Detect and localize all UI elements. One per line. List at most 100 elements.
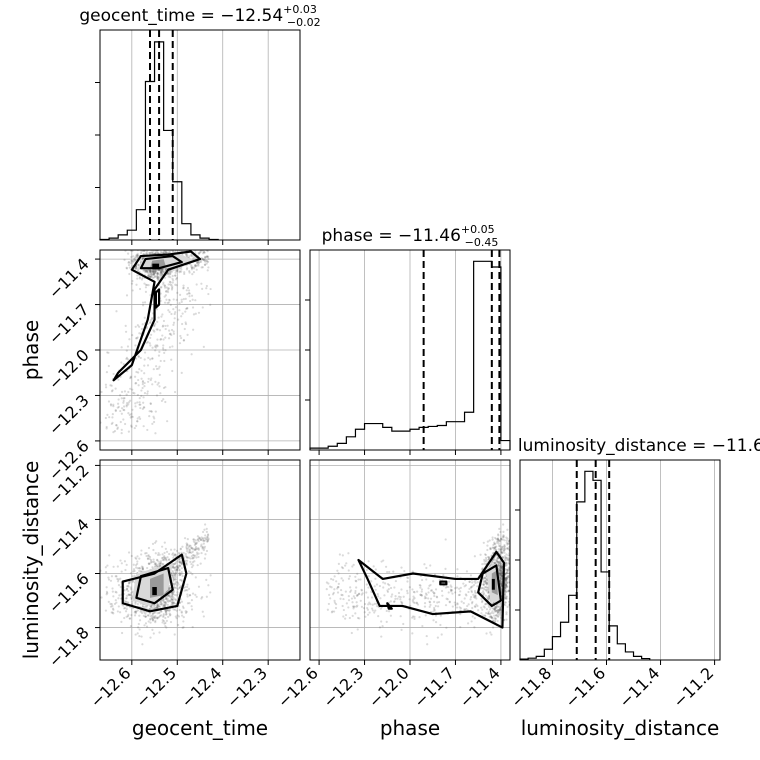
sample-point <box>162 338 165 341</box>
sample-point <box>129 399 132 402</box>
sample-point <box>181 247 183 249</box>
sample-point <box>176 580 179 584</box>
sample-point <box>146 390 149 393</box>
sample-point <box>152 270 155 273</box>
sample-point <box>172 279 175 282</box>
sample-point <box>206 256 209 259</box>
sample-point <box>161 245 163 247</box>
sample-point <box>111 421 114 424</box>
sample-point <box>195 283 198 286</box>
sample-point <box>178 573 181 577</box>
sample-point <box>348 616 351 620</box>
sample-point <box>182 339 186 342</box>
sample-point <box>193 543 197 547</box>
sample-point <box>109 579 113 582</box>
sample-point <box>504 584 507 587</box>
contour-outer <box>112 250 202 382</box>
sample-point <box>163 622 166 625</box>
sample-point <box>156 320 159 324</box>
sample-point <box>201 287 204 291</box>
sample-point <box>504 585 507 588</box>
sample-point <box>148 342 151 345</box>
sample-point <box>116 406 119 409</box>
sample-point <box>172 576 175 579</box>
sample-point <box>457 593 461 597</box>
sample-point <box>178 564 181 567</box>
sample-point <box>496 538 500 542</box>
sample-point <box>152 415 155 418</box>
y-axis-label-phase: phase <box>19 320 43 380</box>
sample-point <box>380 620 383 623</box>
sample-point <box>140 635 143 638</box>
sample-point <box>135 254 138 257</box>
sample-point <box>148 270 152 273</box>
sample-point <box>136 254 139 257</box>
sample-point <box>166 603 169 606</box>
sample-point <box>454 591 457 594</box>
sample-point <box>487 612 490 615</box>
sample-point <box>174 575 177 579</box>
sample-point <box>415 601 418 604</box>
sample-point <box>504 591 507 594</box>
sample-point <box>370 607 374 610</box>
sample-point <box>119 420 122 424</box>
sample-point <box>195 541 199 544</box>
sample-point <box>190 546 193 549</box>
sample-point <box>151 251 154 255</box>
sample-point <box>126 252 130 255</box>
sample-point <box>95 594 97 596</box>
sample-point <box>148 562 151 565</box>
sample-point <box>199 538 203 542</box>
sample-point <box>180 611 183 614</box>
sample-point <box>434 588 438 591</box>
sample-point <box>120 432 123 435</box>
sample-point <box>129 262 132 265</box>
sample-point <box>514 578 516 580</box>
sample-point <box>174 553 177 556</box>
sample-point <box>165 550 169 553</box>
sample-point <box>161 619 164 622</box>
sample-point <box>148 321 152 325</box>
sample-point <box>186 585 189 589</box>
sample-point <box>149 344 152 347</box>
sample-point <box>162 604 165 607</box>
sample-point <box>484 611 488 615</box>
sample-point <box>151 607 154 610</box>
sample-point <box>135 610 138 613</box>
sample-point <box>171 569 174 573</box>
sample-point <box>168 332 171 336</box>
sample-point <box>93 600 95 602</box>
sample-point <box>168 250 171 254</box>
sample-point <box>415 602 418 605</box>
sample-point <box>340 577 343 580</box>
sample-point <box>172 321 176 324</box>
sample-point <box>392 600 396 603</box>
sample-point <box>209 591 212 594</box>
sample-point <box>156 272 159 275</box>
sample-point <box>170 574 174 577</box>
sample-point <box>178 561 182 564</box>
sample-point <box>412 598 415 601</box>
sample-point <box>466 604 469 608</box>
sample-point <box>459 607 463 610</box>
sample-point <box>162 598 165 602</box>
sample-point <box>181 242 183 244</box>
sample-point <box>126 601 130 604</box>
sample-point <box>186 556 190 559</box>
sample-point <box>190 599 194 602</box>
sample-point <box>154 252 157 255</box>
sample-point <box>142 247 144 249</box>
sample-point <box>342 597 345 601</box>
sample-point <box>207 538 210 541</box>
sample-point <box>156 617 159 620</box>
sample-point <box>126 584 130 588</box>
sample-point <box>171 602 174 605</box>
sample-point <box>481 614 485 617</box>
sample-point <box>123 616 126 620</box>
sample-point <box>142 614 145 618</box>
sample-point <box>500 574 503 577</box>
sample-point <box>507 559 510 562</box>
sample-point <box>153 243 155 245</box>
sample-point <box>498 610 501 613</box>
sample-point <box>371 609 374 612</box>
